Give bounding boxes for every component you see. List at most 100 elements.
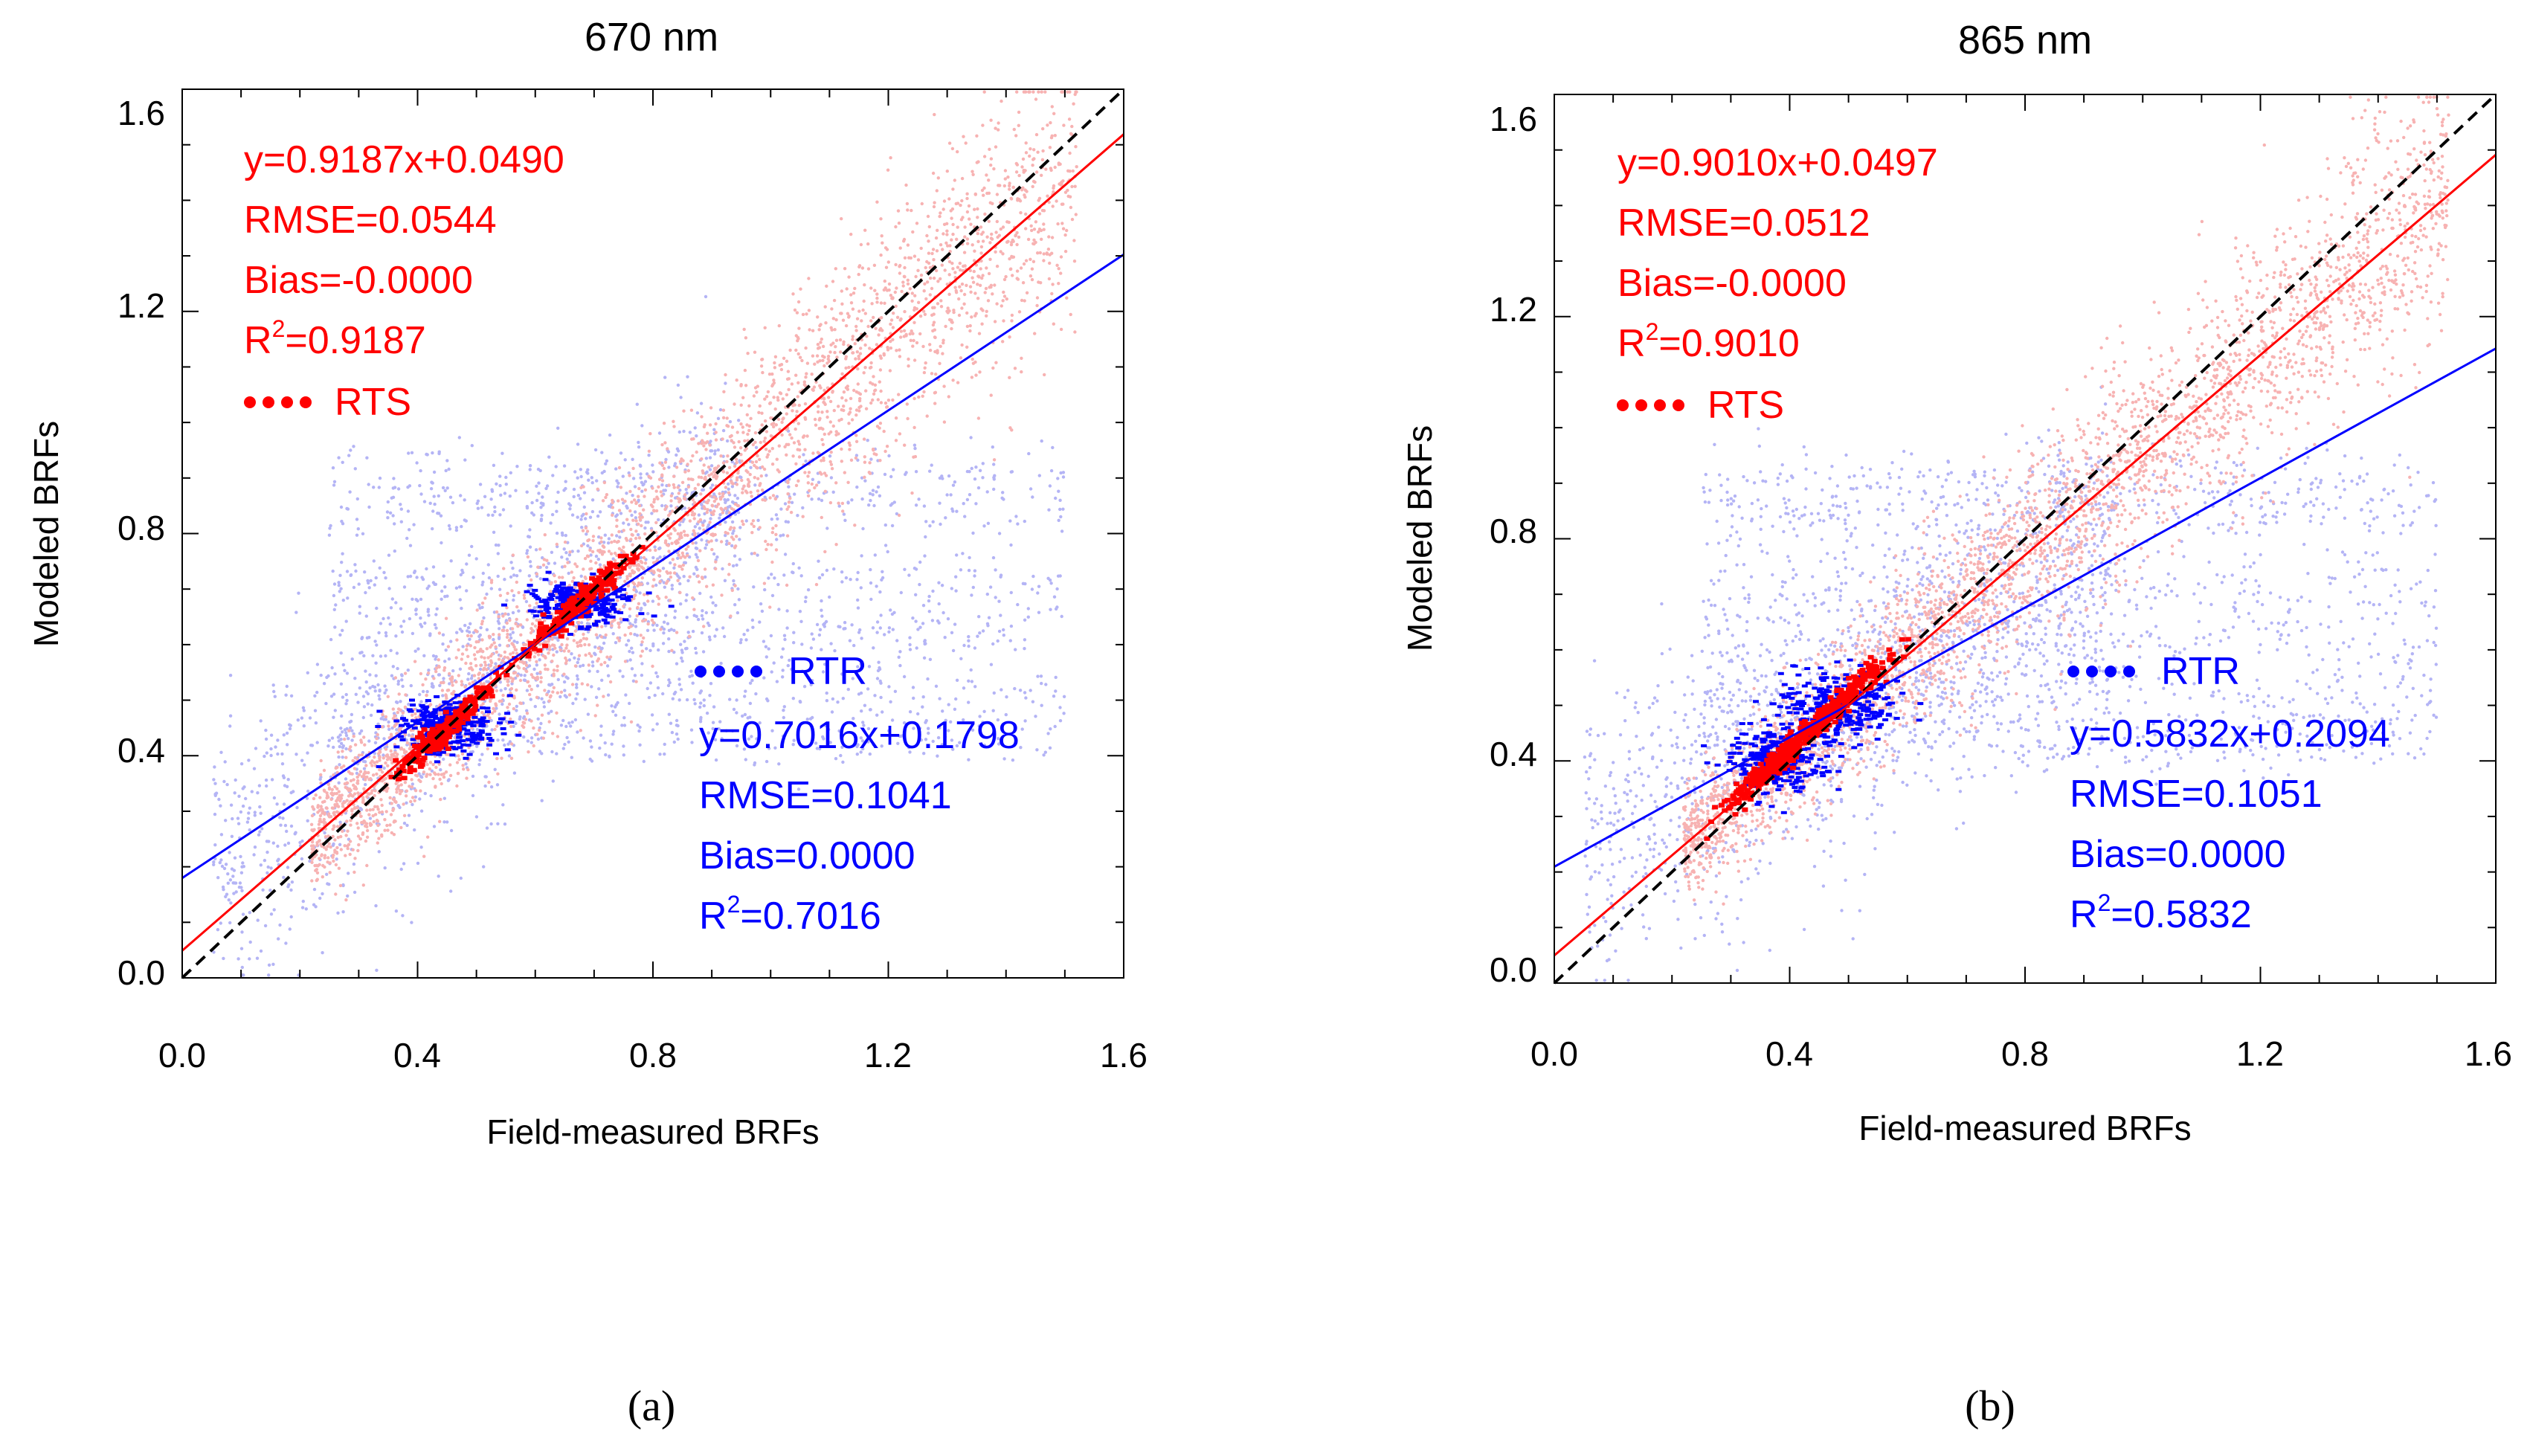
scatter-point xyxy=(699,689,704,693)
scatter-point xyxy=(349,823,353,827)
scatter-point xyxy=(875,620,880,624)
scatter-point xyxy=(849,396,853,401)
scatter-point xyxy=(467,671,471,676)
scatter-point xyxy=(637,602,641,605)
scatter-point xyxy=(1072,239,1076,242)
scatter-point xyxy=(391,707,395,711)
scatter-point xyxy=(535,484,538,488)
scatter-point xyxy=(285,684,289,689)
scatter-point xyxy=(666,450,671,454)
scatter-point xyxy=(939,344,942,348)
scatter-point xyxy=(617,529,621,534)
scatter-point xyxy=(615,518,619,522)
scatter-point xyxy=(390,597,394,601)
scatter-point xyxy=(318,796,322,799)
scatter-point xyxy=(511,611,515,615)
scatter-point xyxy=(1020,165,1024,169)
scatter-point xyxy=(381,770,384,774)
scatter-point xyxy=(460,752,465,756)
scatter-point xyxy=(496,574,500,579)
scatter-point xyxy=(662,631,666,635)
scatter-point xyxy=(515,640,519,645)
scatter-point xyxy=(916,628,920,631)
scatter-point xyxy=(576,730,579,734)
scatter-point xyxy=(389,813,393,816)
scatter-point xyxy=(727,573,731,576)
scatter-point xyxy=(387,720,390,724)
scatter-point xyxy=(364,669,367,673)
scatter-point xyxy=(815,354,820,358)
scatter-point xyxy=(771,494,776,497)
scatter-point xyxy=(946,617,950,621)
scatter-point xyxy=(396,666,399,671)
scatter-point xyxy=(860,637,863,640)
scatter-point xyxy=(216,876,220,880)
scatter-point xyxy=(800,642,804,646)
scatter-point xyxy=(576,442,580,446)
scatter-point xyxy=(610,742,614,746)
scatter-point xyxy=(247,811,251,815)
scatter-point xyxy=(435,607,439,611)
scatter-point xyxy=(651,728,655,732)
scatter-point xyxy=(857,264,862,268)
scatter-point xyxy=(343,728,347,732)
scatter-point xyxy=(1057,518,1060,522)
scatter-point xyxy=(882,352,886,355)
scatter-point xyxy=(672,566,676,570)
scatter-point xyxy=(631,533,634,537)
scatter-point xyxy=(854,434,858,437)
scatter-point xyxy=(790,667,794,671)
scatter-point xyxy=(396,682,400,686)
scatter-point xyxy=(928,293,933,297)
scatter-point xyxy=(1023,169,1027,173)
scatter-point xyxy=(275,802,279,806)
scatter-point xyxy=(780,433,784,437)
scatter-point xyxy=(410,778,413,782)
scatter-point xyxy=(503,687,507,691)
scatter-point xyxy=(922,656,927,660)
scatter-point xyxy=(410,451,414,454)
scatter-point xyxy=(700,457,704,461)
scatter-point xyxy=(849,293,853,297)
scatter-point xyxy=(296,718,300,722)
scatter-point xyxy=(380,779,384,783)
scatter-point xyxy=(390,831,393,835)
scatter-point xyxy=(337,866,341,870)
scatter-point xyxy=(483,660,487,664)
scatter-point xyxy=(1030,587,1034,591)
scatter-point xyxy=(971,531,975,535)
scatter-point xyxy=(978,468,982,472)
scatter-point xyxy=(333,672,337,676)
scatter-point xyxy=(1042,222,1046,226)
scatter-point xyxy=(801,515,805,518)
scatter-point xyxy=(1011,758,1015,762)
scatter-point xyxy=(315,690,319,695)
scatter-point xyxy=(849,407,852,410)
scatter-point xyxy=(498,680,502,684)
scatter-point xyxy=(512,771,517,775)
scatter-point xyxy=(370,703,374,707)
scatter-point xyxy=(1021,157,1026,161)
scatter-point xyxy=(951,187,955,191)
scatter-point xyxy=(1044,167,1048,171)
scatter-point xyxy=(483,656,486,660)
scatter-point xyxy=(594,554,599,558)
scatter-point xyxy=(515,617,518,622)
scatter-point xyxy=(527,535,530,538)
scatter-point xyxy=(579,729,582,732)
scatter-point xyxy=(664,596,668,599)
scatter-point xyxy=(690,741,694,744)
scatter-point xyxy=(779,655,784,659)
scatter-point xyxy=(605,459,609,463)
scatter-point xyxy=(785,609,789,613)
scatter-point xyxy=(332,792,336,796)
scatter-point xyxy=(718,720,722,724)
scatter-point xyxy=(518,715,522,719)
scatter-point xyxy=(927,731,930,735)
scatter-point xyxy=(896,741,900,745)
scatter-point xyxy=(660,494,664,497)
scatter-point xyxy=(386,764,390,768)
scatter-point xyxy=(427,584,431,588)
scatter-point xyxy=(855,753,860,756)
scatter-point xyxy=(995,264,1000,268)
